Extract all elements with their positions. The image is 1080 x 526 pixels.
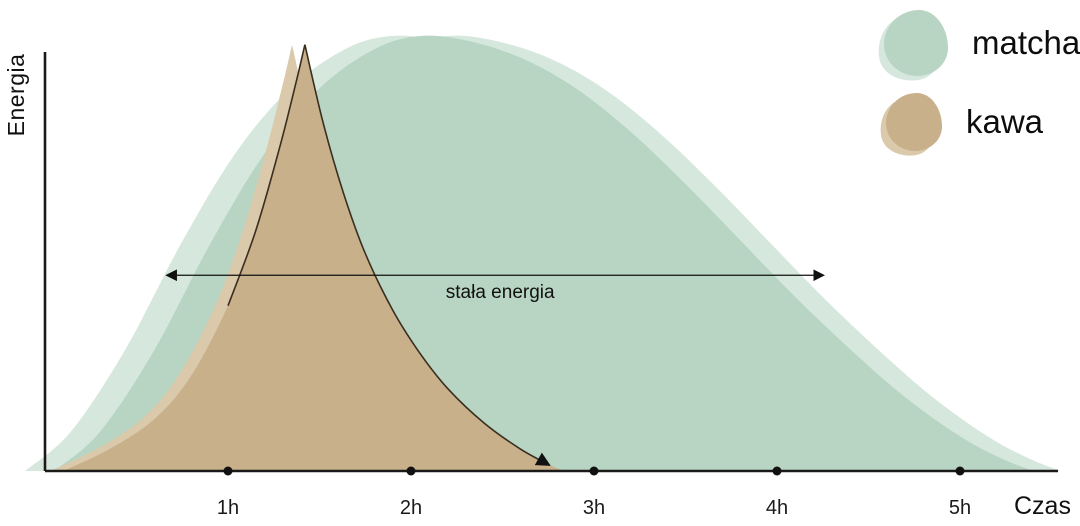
legend-label-kawa: kawa [966,103,1044,140]
constant-energy-label: stała energia [445,282,555,303]
y-axis-label: Energia [3,53,29,137]
matcha-swatch-blob [884,10,948,76]
tick-dot-3h [589,466,599,476]
tick-dot-2h [406,466,416,476]
tick-label-5h: 5h [949,497,971,519]
kawa-swatch-blob [886,93,942,151]
tick-dot-4h [772,466,782,476]
axes [43,52,1058,473]
ticks: 1h 2h 3h 4h 5h [217,466,971,519]
tick-label-1h: 1h [217,497,239,519]
tick-label-2h: 2h [400,497,422,519]
tick-label-3h: 3h [583,497,605,519]
tick-label-4h: 4h [766,497,788,519]
tick-dot-1h [223,466,233,476]
legend-item-kawa: kawa [886,93,1043,151]
legend-item-matcha: matcha [884,10,1080,76]
kawa-area [63,44,565,471]
tick-dot-5h [955,466,965,476]
area-fills [24,35,1061,471]
legend-label-matcha: matcha [972,24,1080,61]
curve-strokes [227,44,551,466]
x-axis-label: Czas [1014,492,1071,520]
kawa-decay-arrow [227,44,551,466]
